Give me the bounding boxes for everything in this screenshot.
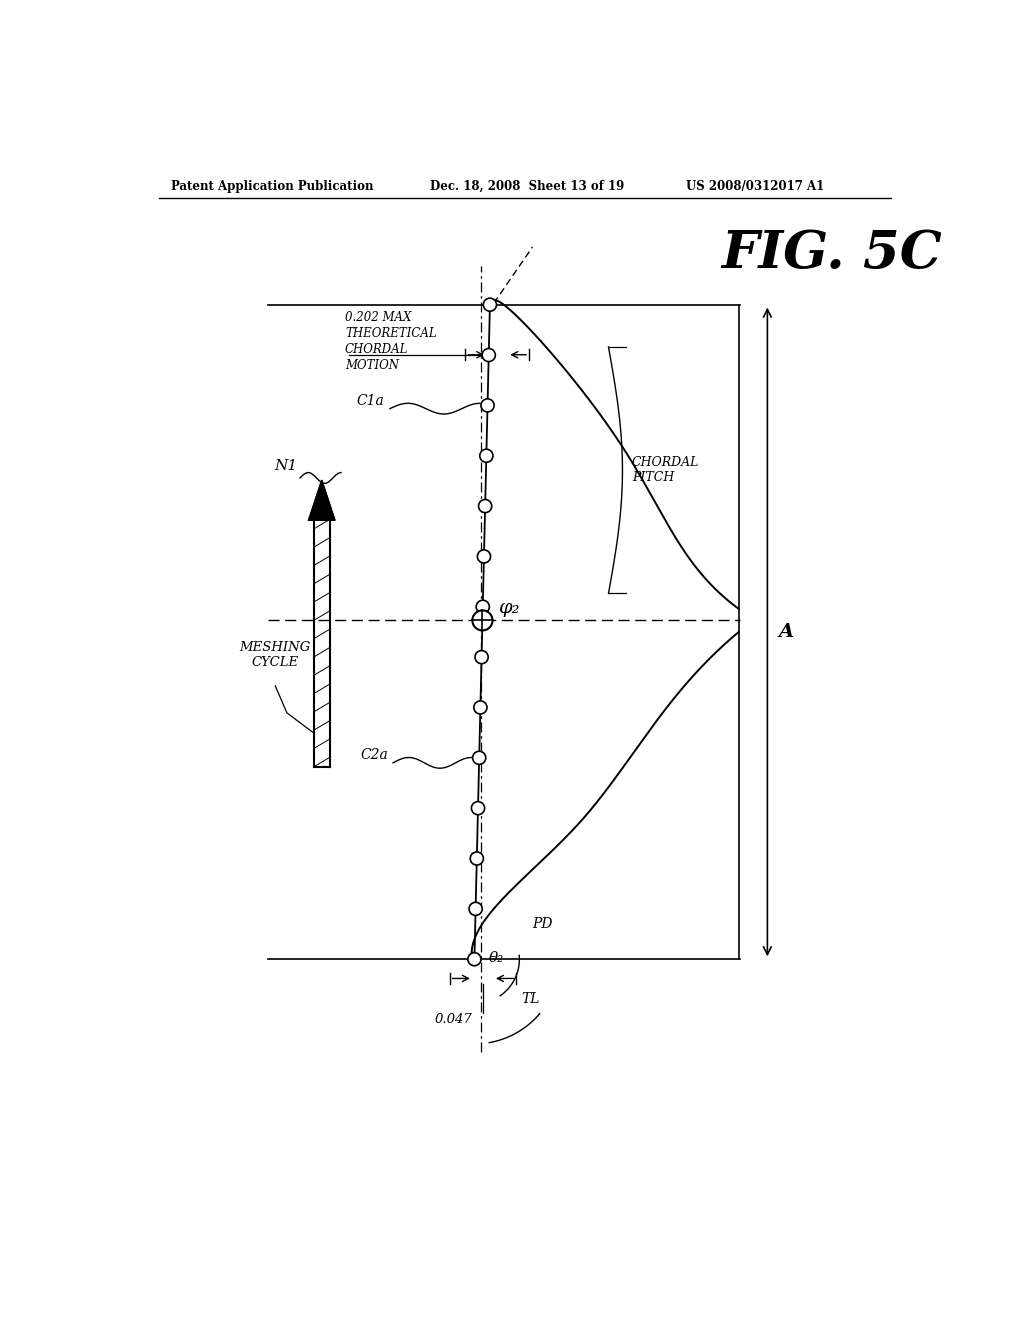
Circle shape — [480, 449, 493, 462]
Circle shape — [475, 651, 488, 664]
Circle shape — [468, 953, 481, 966]
Circle shape — [481, 399, 495, 412]
Text: Dec. 18, 2008  Sheet 13 of 19: Dec. 18, 2008 Sheet 13 of 19 — [430, 180, 625, 193]
Text: US 2008/0312017 A1: US 2008/0312017 A1 — [686, 180, 824, 193]
Text: MESHING
CYCLE: MESHING CYCLE — [240, 642, 311, 669]
Circle shape — [470, 851, 483, 865]
Circle shape — [471, 801, 484, 814]
Circle shape — [477, 550, 490, 562]
Circle shape — [483, 298, 497, 312]
Text: C1a: C1a — [356, 393, 384, 408]
Text: TL: TL — [521, 991, 540, 1006]
Text: 0.202 MAX
THEORETICAL
CHORDAL
MOTION: 0.202 MAX THEORETICAL CHORDAL MOTION — [345, 312, 436, 372]
Circle shape — [474, 701, 487, 714]
Text: Patent Application Publication: Patent Application Publication — [171, 180, 373, 193]
Text: φ₂: φ₂ — [498, 598, 519, 616]
Circle shape — [473, 751, 485, 764]
Text: N1: N1 — [273, 459, 297, 474]
Circle shape — [478, 499, 492, 512]
Text: PD: PD — [532, 917, 553, 931]
Text: CHORDAL
PITCH: CHORDAL PITCH — [632, 457, 699, 484]
Circle shape — [472, 610, 493, 631]
Circle shape — [482, 348, 496, 362]
Text: C2a: C2a — [360, 748, 388, 762]
Text: FIG. 5C: FIG. 5C — [721, 227, 942, 279]
Polygon shape — [308, 480, 335, 520]
Text: 0.047: 0.047 — [434, 1014, 472, 1026]
Text: A: A — [779, 623, 795, 642]
Circle shape — [476, 601, 489, 614]
Circle shape — [469, 903, 482, 915]
Text: θ₂: θ₂ — [488, 952, 504, 965]
